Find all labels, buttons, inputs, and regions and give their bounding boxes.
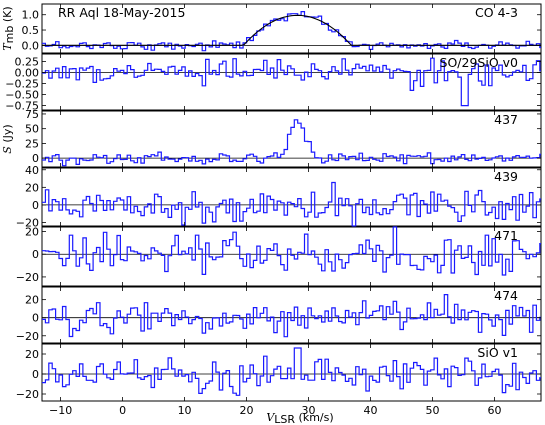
spectrum-trace: [42, 347, 541, 396]
x-tick-label: 10: [178, 404, 192, 417]
panel-4: −20 0 20 40 439: [16, 164, 542, 229]
y-axis-label: S (Jy): [1, 124, 14, 153]
spectrum-trace: [42, 119, 541, 167]
y-tick-label: −0.75: [5, 100, 39, 113]
x-tick-label: 50: [426, 404, 440, 417]
x-tick-label: 30: [302, 404, 316, 417]
panel-frame: [41, 167, 542, 227]
panel-frame: [41, 110, 542, 168]
spectrum-trace: [42, 11, 541, 52]
panel-5: −20 0 20 471: [16, 226, 542, 287]
panel-label: 471: [494, 228, 518, 243]
y-tick-label: 20: [25, 181, 39, 194]
x-axis-label: VLSR (km/s): [266, 411, 333, 425]
y-tick-label: −0.50: [5, 89, 39, 102]
y-tick-label: 0: [32, 368, 39, 381]
y-tick-label: 40: [25, 164, 39, 177]
y-tick-label: −0.25: [5, 78, 39, 91]
chart-title: RR Aql 18-May-2015: [58, 5, 185, 20]
panel-6: −20 0 20 474: [16, 286, 542, 344]
panel-frame: [41, 3, 542, 54]
y-tick-label: 20: [25, 348, 39, 361]
y-tick-label: 0: [32, 152, 39, 165]
spectrum-trace: [42, 181, 541, 227]
spectrum-trace: [42, 226, 541, 276]
panel-label: 437: [494, 112, 518, 127]
panel-label: 439: [494, 169, 518, 184]
x-tick-label: −10: [49, 404, 72, 417]
panel-label: CO 4-3: [475, 5, 518, 20]
y-tick-label: −20: [16, 216, 39, 229]
y-tick-label: 0.0: [22, 39, 40, 52]
y-tick-label: 0: [32, 248, 39, 261]
y-tick-label: −20: [16, 330, 39, 343]
y-tick-label: 0.25: [15, 55, 40, 68]
y-axis-label: Tmb (K): [1, 6, 16, 50]
panel-2: −0.75−0.50−0.250.000.25 SO/29SiO v0: [5, 53, 542, 113]
spectrum-trace: [42, 57, 541, 107]
y-tick-label: 1.0: [22, 9, 40, 22]
panel-7: −20 0 20 SiO v1: [16, 343, 542, 402]
x-tick-label: 60: [488, 404, 502, 417]
panel-label: 474: [494, 288, 518, 303]
panel-label: SO/29SiO v0: [440, 55, 519, 70]
spectrum-trace: [42, 294, 541, 338]
y-tick-label: −20: [16, 388, 39, 401]
panel-frame: [41, 286, 542, 344]
y-tick-label: 0: [32, 312, 39, 325]
panel-frame: [41, 53, 542, 111]
fit-curve: [42, 14, 541, 46]
x-tick-label: 20: [240, 404, 254, 417]
panel-frame: [41, 226, 542, 287]
y-tick-label: 20: [25, 294, 39, 307]
y-tick-label: 75: [25, 108, 39, 121]
y-tick-label: 0.00: [15, 67, 40, 80]
x-axis: −10 0 10 20 30 40 50 60 VLSR (km/s): [49, 404, 502, 425]
x-tick-label: 0: [119, 404, 126, 417]
y-tick-label: 50: [25, 123, 39, 136]
panel-label: SiO v1: [477, 345, 518, 360]
y-tick-label: 0.5: [22, 24, 40, 37]
x-tick-label: 40: [364, 404, 378, 417]
panel-frame: [41, 343, 542, 402]
panel-1: 0.0 0.5 1.0 CO 4-3 Tmb (K): [1, 3, 542, 54]
y-tick-label: 0: [32, 199, 39, 212]
y-tick-label: 20: [25, 226, 39, 239]
y-tick-label: 25: [25, 137, 39, 150]
y-tick-label: −20: [16, 271, 39, 284]
